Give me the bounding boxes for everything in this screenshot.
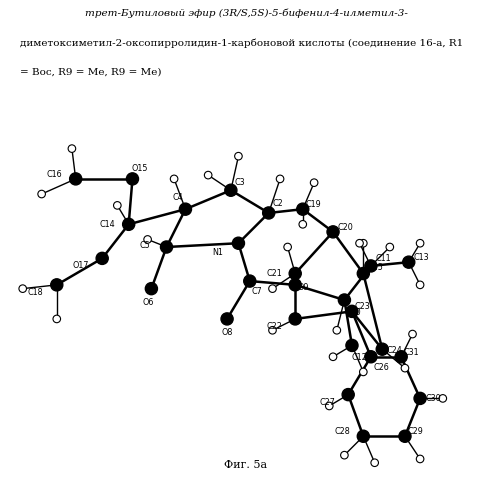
Text: C23: C23 bbox=[355, 302, 370, 312]
Text: C22: C22 bbox=[266, 322, 282, 331]
Circle shape bbox=[357, 430, 369, 442]
Text: O8: O8 bbox=[221, 328, 233, 337]
Text: O17: O17 bbox=[73, 262, 89, 270]
Circle shape bbox=[225, 184, 237, 196]
Circle shape bbox=[170, 175, 178, 182]
Circle shape bbox=[180, 203, 191, 215]
Text: C20: C20 bbox=[338, 223, 353, 232]
Text: C10: C10 bbox=[346, 308, 361, 316]
Text: трет-Бутиловый эфир (3R/S,5S)-5-бифенил-4-илметил-3-: трет-Бутиловый эфир (3R/S,5S)-5-бифенил-… bbox=[85, 8, 407, 18]
Circle shape bbox=[114, 202, 121, 209]
Circle shape bbox=[338, 294, 350, 306]
Circle shape bbox=[360, 240, 367, 247]
Text: C5: C5 bbox=[140, 241, 151, 250]
Text: C13: C13 bbox=[413, 253, 429, 262]
Circle shape bbox=[333, 326, 340, 334]
Circle shape bbox=[414, 392, 426, 404]
Circle shape bbox=[402, 256, 415, 268]
Text: C31: C31 bbox=[404, 348, 420, 356]
Circle shape bbox=[439, 394, 447, 402]
Circle shape bbox=[277, 175, 284, 182]
Circle shape bbox=[399, 430, 411, 442]
Text: C29: C29 bbox=[407, 427, 424, 436]
Text: C14: C14 bbox=[100, 220, 115, 229]
Circle shape bbox=[310, 179, 318, 186]
Circle shape bbox=[365, 260, 377, 272]
Text: C3: C3 bbox=[235, 178, 245, 187]
Text: C27: C27 bbox=[319, 398, 335, 406]
Circle shape bbox=[232, 237, 245, 250]
Circle shape bbox=[38, 190, 45, 198]
Text: C18: C18 bbox=[28, 288, 43, 297]
Circle shape bbox=[401, 364, 409, 372]
Circle shape bbox=[357, 268, 369, 280]
Circle shape bbox=[289, 279, 301, 291]
Circle shape bbox=[284, 243, 291, 251]
Circle shape bbox=[145, 282, 157, 294]
Circle shape bbox=[395, 350, 407, 363]
Circle shape bbox=[329, 353, 337, 360]
Circle shape bbox=[416, 281, 424, 288]
Text: C11: C11 bbox=[375, 254, 391, 263]
Circle shape bbox=[346, 306, 358, 318]
Circle shape bbox=[70, 173, 82, 185]
Circle shape bbox=[144, 236, 152, 243]
Text: N1: N1 bbox=[212, 248, 223, 257]
Circle shape bbox=[376, 343, 388, 355]
Circle shape bbox=[126, 173, 139, 185]
Circle shape bbox=[263, 207, 275, 219]
Text: O9: O9 bbox=[297, 284, 308, 292]
Circle shape bbox=[327, 226, 339, 238]
Circle shape bbox=[365, 350, 377, 363]
Text: C30: C30 bbox=[426, 394, 441, 403]
Text: C2: C2 bbox=[273, 200, 283, 208]
Circle shape bbox=[244, 275, 256, 287]
Circle shape bbox=[346, 340, 358, 351]
Circle shape bbox=[289, 268, 301, 280]
Text: C4: C4 bbox=[173, 192, 183, 202]
Circle shape bbox=[96, 252, 108, 264]
Text: C28: C28 bbox=[334, 427, 350, 436]
Text: = Boc, R9 = Me, R9 = Me): = Boc, R9 = Me, R9 = Me) bbox=[20, 68, 161, 77]
Text: C16: C16 bbox=[47, 170, 62, 179]
Text: Фиг. 5а: Фиг. 5а bbox=[224, 460, 268, 470]
Circle shape bbox=[416, 455, 424, 462]
Circle shape bbox=[360, 368, 367, 376]
Circle shape bbox=[68, 145, 76, 152]
Circle shape bbox=[326, 402, 333, 410]
Circle shape bbox=[204, 172, 212, 179]
Circle shape bbox=[269, 326, 277, 334]
Text: O6: O6 bbox=[143, 298, 154, 307]
Circle shape bbox=[221, 313, 233, 325]
Circle shape bbox=[269, 285, 277, 292]
Text: C26: C26 bbox=[373, 363, 389, 372]
Circle shape bbox=[409, 330, 416, 338]
Circle shape bbox=[416, 240, 424, 247]
Circle shape bbox=[123, 218, 135, 230]
Circle shape bbox=[386, 243, 394, 251]
Circle shape bbox=[342, 388, 354, 400]
Text: C25: C25 bbox=[368, 263, 383, 272]
Circle shape bbox=[297, 203, 309, 215]
Circle shape bbox=[356, 240, 363, 247]
Text: C7: C7 bbox=[252, 287, 263, 296]
Text: C21: C21 bbox=[266, 269, 282, 278]
Circle shape bbox=[235, 152, 242, 160]
Circle shape bbox=[289, 313, 301, 325]
Circle shape bbox=[19, 285, 27, 292]
Text: диметоксиметил-2-оксопирролидин-1-карбоновой кислоты (соединение 16-а, R1: диметоксиметил-2-оксопирролидин-1-карбон… bbox=[20, 38, 463, 48]
Text: C19: C19 bbox=[306, 200, 321, 209]
Circle shape bbox=[299, 220, 307, 228]
Text: C12: C12 bbox=[352, 353, 368, 362]
Circle shape bbox=[160, 241, 173, 253]
Circle shape bbox=[53, 315, 61, 322]
Text: O15: O15 bbox=[132, 164, 148, 173]
Circle shape bbox=[51, 279, 63, 291]
Circle shape bbox=[371, 459, 378, 466]
Text: C24: C24 bbox=[387, 346, 402, 355]
Circle shape bbox=[340, 452, 348, 459]
